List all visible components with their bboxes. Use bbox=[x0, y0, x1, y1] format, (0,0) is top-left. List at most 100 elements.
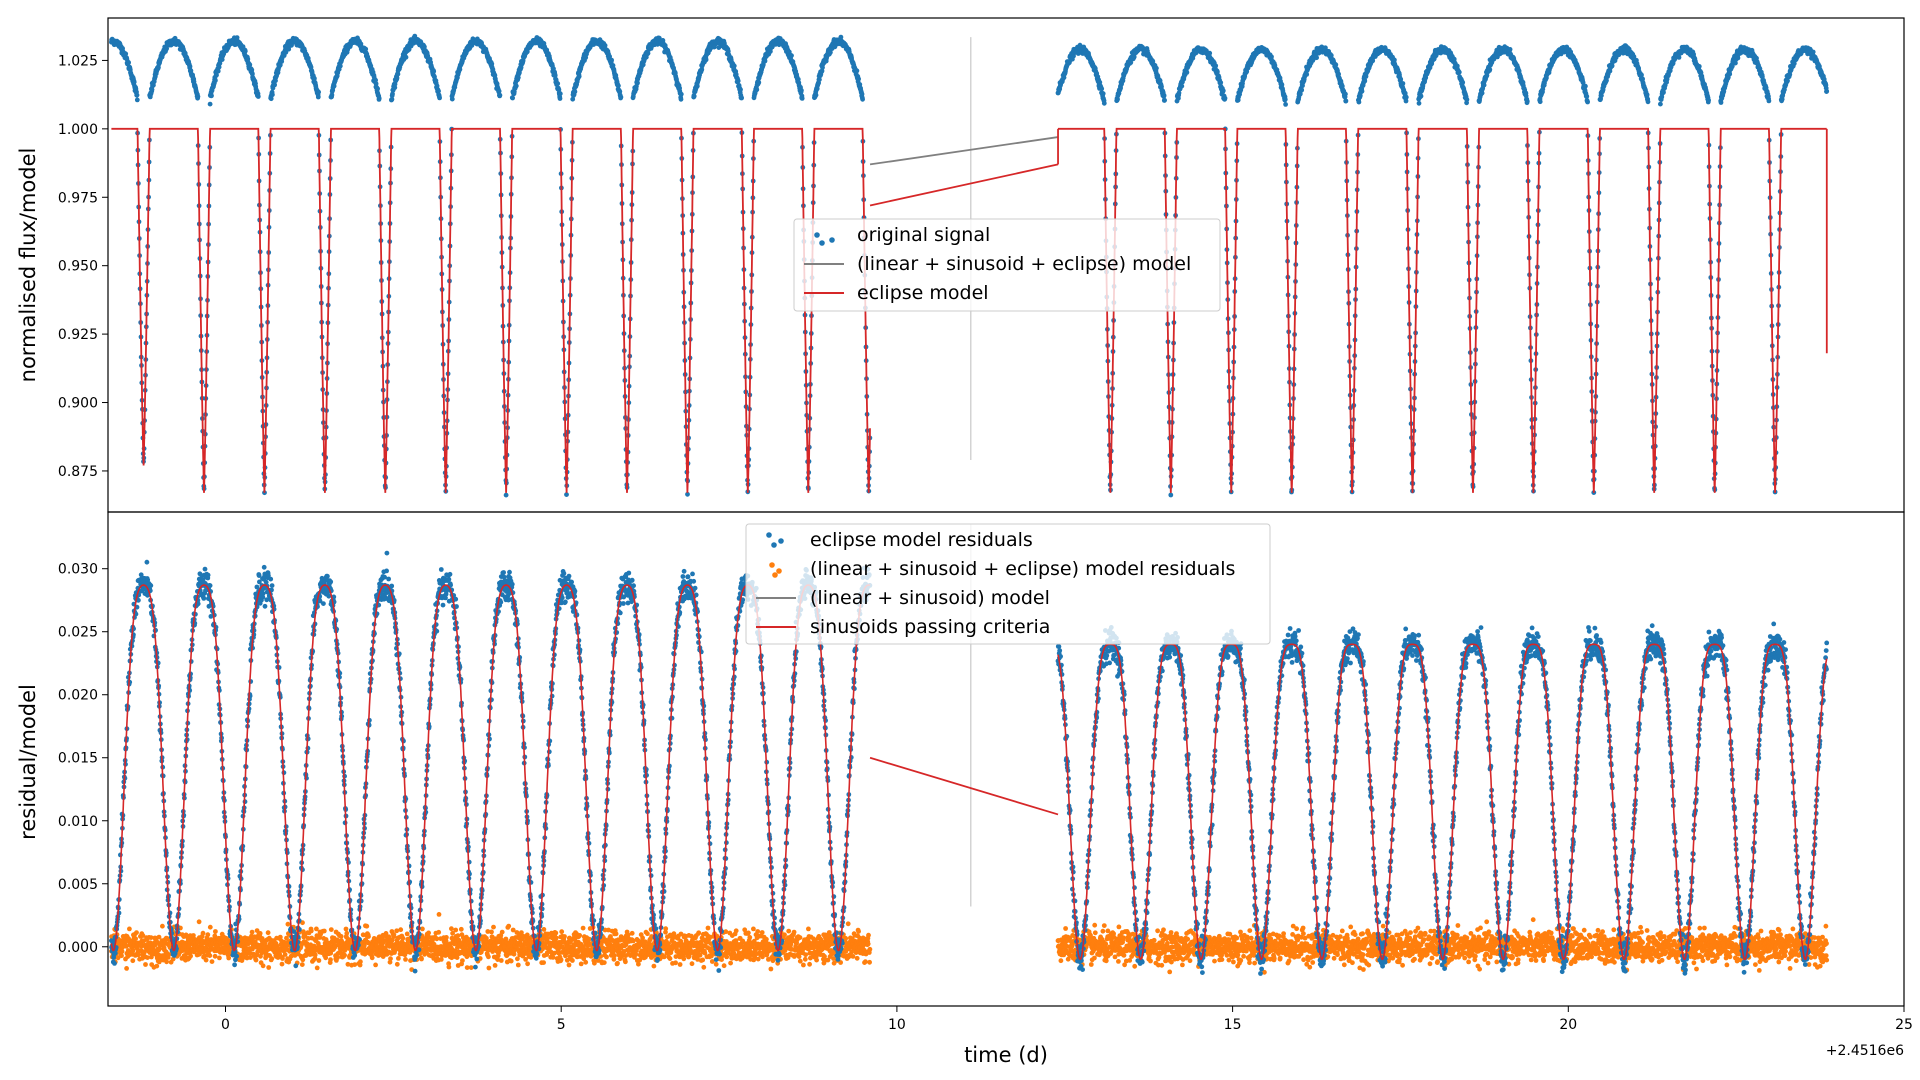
original-signal-point bbox=[564, 492, 569, 497]
original-signal-point bbox=[1101, 100, 1107, 106]
original-signal-point bbox=[134, 92, 140, 98]
original-signal-point bbox=[1584, 94, 1590, 99]
original-signal-point bbox=[756, 80, 762, 85]
original-signal-point bbox=[1507, 47, 1513, 52]
original-signal-point bbox=[1299, 87, 1305, 93]
original-signal-point bbox=[1269, 54, 1274, 60]
original-signal-point bbox=[854, 68, 860, 74]
original-signal-point bbox=[1609, 63, 1615, 69]
original-signal-point bbox=[1343, 91, 1348, 97]
original-signal-point bbox=[738, 87, 743, 92]
original-signal-point bbox=[1403, 94, 1409, 100]
original-signal-point bbox=[316, 89, 321, 95]
original-signal-point bbox=[1282, 97, 1288, 102]
original-signal-point bbox=[735, 78, 741, 84]
original-signal-point bbox=[1644, 92, 1650, 98]
original-signal-point bbox=[860, 96, 865, 102]
original-signal-point bbox=[312, 76, 317, 81]
original-signal-point bbox=[1400, 81, 1406, 86]
original-signal-point bbox=[609, 57, 614, 63]
original-signal-point bbox=[576, 74, 582, 79]
original-signal-point bbox=[337, 63, 343, 69]
original-signal-point bbox=[1398, 76, 1404, 82]
original-signal-point bbox=[1464, 97, 1470, 102]
original-signal-point bbox=[207, 101, 213, 107]
original-signal-point bbox=[1418, 93, 1424, 99]
original-signal-point bbox=[195, 94, 201, 99]
original-signal-point bbox=[1583, 83, 1588, 89]
original-signal-point bbox=[1162, 97, 1167, 103]
original-signal-point bbox=[134, 97, 140, 103]
original-signal-point bbox=[431, 69, 437, 74]
original-signal-point bbox=[731, 63, 737, 69]
original-signal-point bbox=[373, 81, 379, 87]
original-signal-point bbox=[403, 54, 409, 60]
original-signal-point bbox=[496, 88, 502, 94]
original-signal-point bbox=[213, 78, 218, 83]
original-signal-point bbox=[703, 57, 709, 63]
original-signal-point bbox=[513, 83, 519, 89]
original-signal-point bbox=[691, 93, 697, 99]
original-signal-point bbox=[219, 57, 225, 62]
original-signal-point bbox=[678, 96, 684, 102]
original-signal-point bbox=[754, 87, 760, 93]
original-signal-point bbox=[1222, 95, 1228, 101]
original-signal-point bbox=[1099, 86, 1105, 92]
original-signal-point bbox=[1392, 57, 1397, 63]
original-signal-point bbox=[799, 96, 805, 101]
original-signal-point bbox=[268, 96, 274, 102]
original-signal-point bbox=[1524, 98, 1530, 104]
original-signal-point bbox=[557, 91, 563, 97]
original-signal-point bbox=[739, 95, 744, 101]
original-signal-point bbox=[245, 56, 251, 62]
original-signal-point bbox=[149, 87, 155, 92]
original-signal-point bbox=[1359, 88, 1365, 94]
flux-plot-area bbox=[109, 33, 1830, 498]
original-signal-point bbox=[557, 96, 563, 101]
original-signal-point bbox=[1100, 91, 1106, 96]
original-signal-point bbox=[1658, 101, 1663, 107]
original-signal-point bbox=[813, 92, 819, 98]
original-signal-point bbox=[234, 35, 240, 40]
original-signal-point bbox=[1487, 67, 1493, 72]
original-signal-point bbox=[1207, 50, 1213, 56]
original-signal-point bbox=[1460, 80, 1466, 85]
original-signal-point bbox=[1161, 93, 1167, 98]
original-signal-point bbox=[437, 95, 442, 101]
original-signal-point bbox=[1645, 99, 1651, 105]
original-signal-point bbox=[503, 492, 509, 498]
original-signal-point bbox=[1585, 99, 1590, 105]
original-signal-point bbox=[156, 65, 161, 70]
original-signal-point bbox=[272, 82, 277, 88]
original-signal-point bbox=[572, 89, 578, 95]
original-signal-point bbox=[209, 93, 214, 99]
original-signal-point bbox=[856, 76, 861, 82]
original-signal-point bbox=[123, 51, 129, 57]
original-signal-point bbox=[1343, 98, 1349, 104]
original-signal-point bbox=[1456, 69, 1462, 75]
original-signal-point bbox=[1304, 72, 1310, 77]
original-signal-point bbox=[1154, 65, 1159, 71]
original-signal-point bbox=[277, 62, 283, 68]
original-signal-point bbox=[1356, 99, 1362, 105]
original-signal-point bbox=[214, 72, 219, 78]
original-signal-point bbox=[555, 81, 561, 86]
original-signal-point bbox=[1416, 100, 1422, 106]
original-signal-point bbox=[789, 53, 794, 58]
original-signal-point bbox=[678, 91, 684, 97]
original-signal-point bbox=[270, 92, 275, 98]
original-signal-point bbox=[1314, 55, 1319, 61]
original-signal-point bbox=[131, 79, 137, 85]
original-signal-point bbox=[762, 58, 768, 64]
original-signal-point bbox=[422, 44, 427, 50]
original-signal-point bbox=[1696, 64, 1702, 69]
original-signal-point bbox=[1168, 492, 1174, 498]
original-signal-point bbox=[1362, 78, 1368, 84]
original-signal-point bbox=[449, 96, 455, 102]
original-signal-point bbox=[1184, 70, 1190, 75]
original-signal-point bbox=[120, 46, 125, 51]
original-signal-point bbox=[329, 92, 335, 98]
original-signal-point bbox=[390, 91, 395, 97]
